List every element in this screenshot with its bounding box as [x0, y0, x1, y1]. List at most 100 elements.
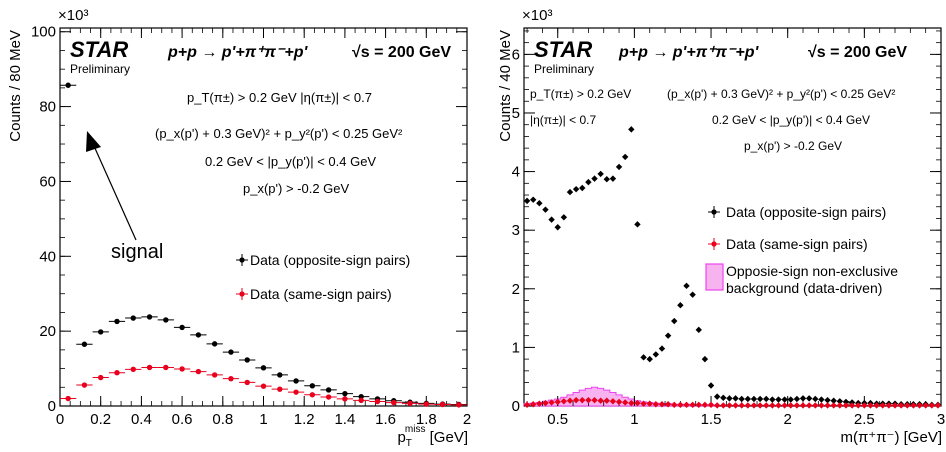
- right-series-0-point: [732, 395, 739, 402]
- left-series-0-point: [179, 324, 185, 331]
- right-series-1-point: [572, 396, 580, 404]
- right-cut-left-2: |η(π±)| < 0.7: [530, 113, 596, 127]
- left-series-0-point: [342, 390, 348, 397]
- right-series-0-point: [818, 396, 825, 403]
- right-legend-marker-1: [711, 241, 717, 247]
- right-series-1-point: [609, 398, 617, 405]
- right-series-same-sign: [523, 396, 942, 409]
- left-plot-frame: [59, 27, 468, 407]
- right-reaction-label: p+p → p'+π⁺π⁻+p': [618, 44, 759, 61]
- right-series-0-point: [756, 395, 764, 403]
- right-x-tick-label: 2.5: [854, 411, 875, 428]
- right-series-1-point: [769, 402, 776, 409]
- left-series-1-point: [98, 374, 104, 381]
- right-legend-label-1: Data (same-sign pairs): [726, 236, 868, 252]
- left-series-0-point: [293, 378, 299, 384]
- right-series-1-point: [928, 402, 936, 409]
- left-legend-label-1: Data (same-sign pairs): [250, 286, 392, 302]
- left-series-1-point: [81, 382, 88, 388]
- right-series-0-point: [523, 197, 531, 205]
- left-x-tick-label: 0: [56, 411, 64, 428]
- right-y-tick-label: 5: [512, 105, 520, 122]
- right-series-0-point: [585, 178, 592, 186]
- right-legend-label-2: Opposie-sign non-exclusive background (d…: [726, 263, 902, 296]
- left-y-tick-label: 100: [31, 24, 56, 41]
- right-series-1-point: [867, 402, 874, 409]
- right-x-tick-label: 0.5: [547, 411, 568, 428]
- right-series-1-point: [836, 402, 844, 409]
- left-series-1-point: [325, 394, 332, 400]
- right-series-0-point: [689, 291, 696, 298]
- right-series-1-point: [916, 402, 923, 409]
- right-series-1-point: [560, 398, 568, 405]
- right-series-0-point: [842, 398, 850, 406]
- right-series-1-point: [652, 401, 660, 408]
- right-cut-right-2: 0.2 GeV < |p_y(p')| < 0.4 GeV: [712, 113, 870, 127]
- left-x-tick-label: 0.4: [131, 411, 152, 428]
- right-x-axis-label: m(π⁺π⁻) [GeV]: [840, 429, 942, 446]
- right-series-0-point: [769, 396, 776, 403]
- left-y-tick-label: 40: [39, 248, 56, 265]
- left-series-1-point: [277, 386, 283, 392]
- right-series-0-point: [658, 345, 666, 352]
- left-x-tick-label: 2: [463, 411, 471, 428]
- left-axis-ticks: [59, 28, 468, 407]
- right-legend-label-2-line-2: background (data-driven): [726, 280, 882, 296]
- right-series-0-point: [812, 395, 819, 403]
- right-series-0-point: [560, 214, 568, 221]
- right-series-1-point: [683, 401, 690, 409]
- left-preliminary-label: Preliminary: [70, 62, 130, 76]
- left-series-1-point: [439, 401, 446, 408]
- right-series-0-point: [554, 224, 561, 231]
- right-y-tick-label: 1: [512, 339, 520, 356]
- right-series-0-point: [781, 396, 788, 403]
- right-legend-label-0: Data (opposite-sign pairs): [726, 204, 886, 220]
- left-x-axis-label: pTmiss [GeV]: [397, 424, 468, 449]
- left-legend-marker-1: [239, 291, 245, 297]
- left-series-1-point: [456, 402, 462, 408]
- right-series-0-point: [603, 176, 610, 183]
- left-series-1-point: [407, 400, 413, 407]
- right-series-0-point: [634, 221, 641, 228]
- left-series-0-point: [244, 357, 250, 363]
- right-series-1-point: [910, 402, 917, 409]
- right-x-tick-label: 1.5: [701, 411, 722, 428]
- right-series-1-point: [720, 402, 727, 409]
- right-series-1-point: [830, 402, 837, 409]
- right-series-0-point: [805, 395, 813, 402]
- right-series-1-point: [732, 402, 739, 409]
- left-series-0-point: [358, 393, 364, 400]
- right-series-0-point: [621, 153, 629, 161]
- right-cut-right-1: (p_x(p') + 0.3 GeV)² + p_y²(p') < 0.25 G…: [667, 87, 895, 101]
- right-series-0-point: [720, 394, 727, 401]
- right-experiment-label: STAR: [534, 37, 592, 62]
- left-cut-1: p_T(π±) > 0.2 GeV |η(π±)| < 0.7: [187, 90, 372, 105]
- right-series-0-point: [628, 126, 635, 133]
- left-series-0-point: [146, 314, 153, 320]
- right-series-1-point: [824, 402, 831, 409]
- right-series-1-point: [922, 402, 929, 409]
- right-series-1-point: [707, 401, 715, 409]
- left-cut-4: p_x(p') > -0.2 GeV: [243, 181, 350, 196]
- right-series-1-point: [701, 401, 709, 409]
- right-series-1-point: [579, 396, 586, 404]
- right-series-1-point: [750, 402, 758, 409]
- left-series-0-point: [195, 332, 202, 338]
- right-x-tick-label: 1: [630, 411, 638, 428]
- right-series-0-point: [713, 393, 721, 400]
- left-series-1-point: [244, 379, 250, 386]
- right-series-1-point: [799, 402, 807, 409]
- right-series-0-point: [664, 332, 672, 339]
- right-series-0-point: [824, 396, 831, 404]
- left-series-1-point: [146, 364, 153, 371]
- right-series-1-point: [671, 401, 678, 409]
- left-cut-2: (p_x(p') + 0.3 GeV)² + p_y²(p') < 0.25 G…: [155, 126, 403, 141]
- right-series-1-point: [603, 397, 610, 404]
- left-series-1-point: [358, 397, 364, 404]
- right-series-1-point: [805, 402, 813, 409]
- left-series-0-point: [211, 341, 218, 347]
- right-y-tick-label: 2: [512, 281, 520, 298]
- left-x-tick-label: 1: [259, 411, 267, 428]
- right-series-0-point: [542, 206, 549, 213]
- right-series-1-point: [934, 402, 942, 409]
